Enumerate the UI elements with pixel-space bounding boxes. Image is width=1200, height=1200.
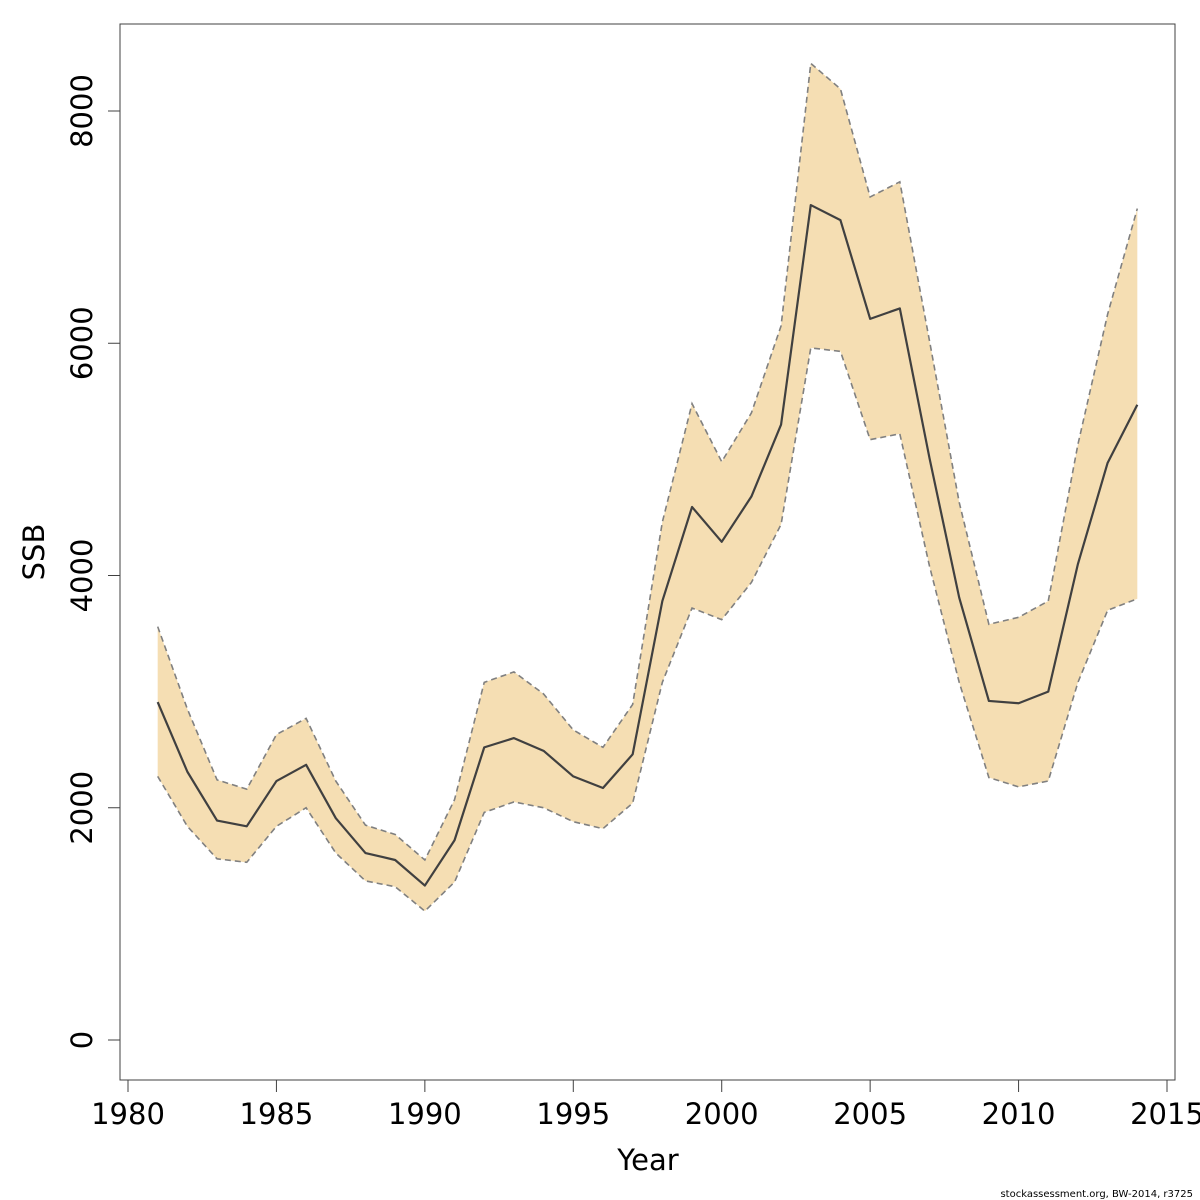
y-tick-label: 6000 — [65, 306, 99, 380]
ssb-estimate-line — [156, 203, 1139, 887]
x-axis-title: Year — [616, 1143, 678, 1177]
y-axis: 0 2000 4000 6000 8000 — [65, 74, 121, 1049]
upper-bound-line — [156, 61, 1139, 862]
y-tick-label: 8000 — [65, 74, 99, 148]
x-tick-label: 2010 — [982, 1097, 1056, 1131]
bound-lines-layer — [156, 61, 1139, 913]
y-tick-label: 4000 — [65, 539, 99, 613]
x-axis: 1980 1985 1990 1995 2000 2005 2010 2015 — [91, 1079, 1200, 1131]
x-tick-label: 2000 — [685, 1097, 759, 1131]
x-tick-label: 1990 — [388, 1097, 462, 1131]
x-tick-label: 2015 — [1130, 1097, 1200, 1131]
y-tick-label: 2000 — [65, 771, 99, 845]
x-tick-label: 1995 — [536, 1097, 610, 1131]
x-tick-label: 2005 — [833, 1097, 907, 1131]
footer-note: stockassessment.org, BW-2014, r3725 — [1000, 1189, 1193, 1200]
x-tick-label: 1980 — [91, 1097, 165, 1131]
lower-bound-line — [156, 347, 1138, 913]
estimate-line-layer — [156, 203, 1139, 887]
x-tick-label: 1985 — [240, 1097, 314, 1131]
y-axis-title: SSB — [17, 524, 51, 581]
y-tick-label: 0 — [65, 1031, 99, 1049]
plot-frame — [119, 23, 1176, 1081]
confidence-band — [157, 63, 1138, 912]
confidence-band-layer — [157, 63, 1138, 912]
